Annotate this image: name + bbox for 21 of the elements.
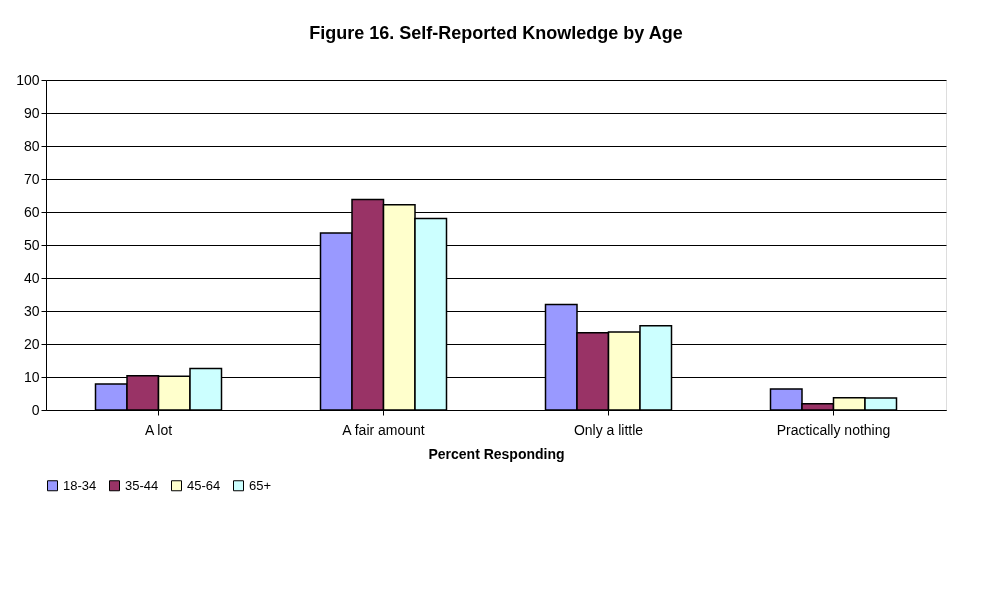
- y-tick-label: 60: [23, 203, 40, 220]
- x-tick-label: Only a little: [573, 421, 644, 438]
- y-tick-label: 40: [23, 269, 40, 286]
- legend-label: 18-34: [63, 477, 97, 493]
- legend-label: 35-44: [125, 477, 159, 493]
- y-tick-label: 10: [23, 368, 40, 385]
- y-tick-label: 80: [23, 137, 40, 154]
- chart-title: Figure 16. Self-Reported Knowledge by Age: [309, 23, 683, 43]
- y-tick-label: 0: [31, 401, 40, 418]
- y-tick-label: 20: [23, 335, 40, 352]
- x-tick-label: A lot: [144, 421, 173, 438]
- y-tick-label: 70: [23, 170, 40, 187]
- y-tick-label: 30: [23, 302, 40, 319]
- legend-label: 65+: [249, 477, 272, 493]
- legend-label: 45-64: [187, 477, 221, 493]
- y-tick-label: 50: [23, 236, 40, 253]
- x-tick-label: Practically nothing: [776, 421, 891, 438]
- x-axis-title: Percent Responding: [428, 445, 565, 462]
- y-tick-label: 100: [16, 71, 40, 88]
- y-tick-label: 90: [23, 104, 40, 121]
- x-tick-label: A fair amount: [342, 421, 425, 438]
